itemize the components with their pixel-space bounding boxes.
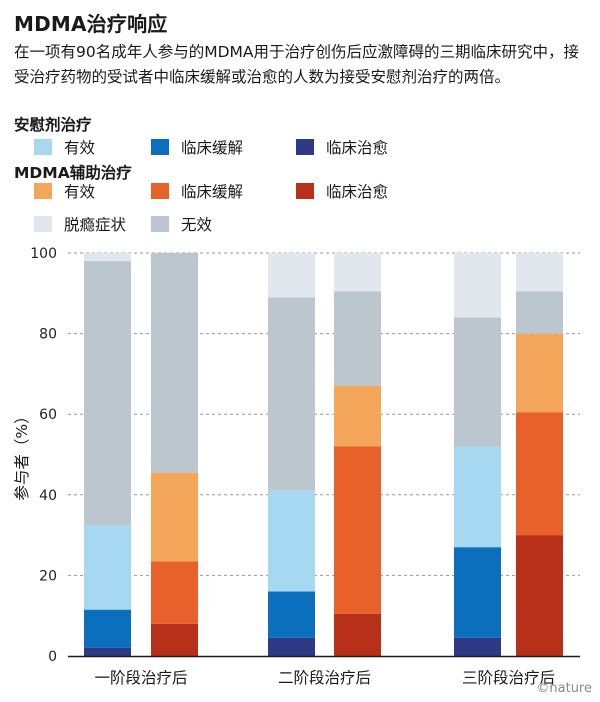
bar-segment xyxy=(268,490,315,592)
y-tick-label: 20 xyxy=(39,568,57,584)
bar-segment xyxy=(268,297,315,491)
bar-segment xyxy=(454,317,501,447)
placebo-legend-item: 有效 xyxy=(34,137,95,157)
legend-label: 临床缓解 xyxy=(181,139,244,157)
legend-swatch xyxy=(34,216,52,232)
common-legend-item: 无效 xyxy=(151,214,212,234)
bar-segment xyxy=(334,291,381,386)
y-tick-label: 40 xyxy=(39,488,57,504)
legend-swatch xyxy=(151,183,169,199)
x-category-label: 二阶段治疗后 xyxy=(278,669,371,687)
bar-segment xyxy=(454,637,501,656)
legend-label: 临床治愈 xyxy=(326,139,389,157)
mdma-legend-item: 有效 xyxy=(34,181,95,201)
y-tick-label: 100 xyxy=(30,246,57,262)
chart-subtitle: 在一项有90名成年人参与的MDMA用于治疗创伤后应激障碍的三期临床研究中，接受治… xyxy=(14,43,580,86)
legend-label: 无效 xyxy=(181,216,213,234)
legend-swatch xyxy=(151,216,169,232)
bar-segment xyxy=(454,547,501,638)
legend-label: 临床治愈 xyxy=(326,183,389,201)
legend-swatch xyxy=(296,139,314,155)
bar-segment xyxy=(334,385,381,447)
bar-segment xyxy=(151,623,198,656)
common-legend-item: 脱瘾症状 xyxy=(34,214,126,234)
bar-segment xyxy=(84,525,131,610)
legend-label: 有效 xyxy=(64,139,96,157)
legend-swatch xyxy=(34,183,52,199)
y-axis-label: 参与者（%） xyxy=(13,408,31,500)
bar-segment xyxy=(334,446,381,614)
bar-segment xyxy=(268,591,315,638)
mdma-legend-item: 临床缓解 xyxy=(151,181,243,201)
legend-title-mdma: MDMA辅助治疗 xyxy=(14,164,132,182)
placebo-legend-item: 临床治愈 xyxy=(296,137,388,157)
legend-label: 有效 xyxy=(64,183,96,201)
x-category-label: 一阶段治疗后 xyxy=(94,669,187,687)
mdma-legend-item: 临床治愈 xyxy=(296,181,388,201)
bar-segment xyxy=(334,253,381,292)
legend-label: 临床缓解 xyxy=(181,183,244,201)
y-tick-label: 80 xyxy=(39,327,57,343)
nature-credit: ©nature xyxy=(536,681,592,696)
chart-title: MDMA治疗响应 xyxy=(14,12,168,36)
legend-swatch xyxy=(151,139,169,155)
bar-segment xyxy=(84,647,131,656)
bar-segment xyxy=(454,253,501,318)
bar-segment xyxy=(516,333,563,413)
bar-segment xyxy=(84,261,131,526)
y-tick-label: 0 xyxy=(48,649,57,665)
bar-segment xyxy=(454,446,501,548)
bar-segment xyxy=(516,253,563,292)
bar-segment xyxy=(516,412,563,536)
bar-segment xyxy=(516,291,563,334)
bar-segment xyxy=(151,472,198,562)
placebo-legend-item: 临床缓解 xyxy=(151,137,243,157)
bar-segment xyxy=(151,253,198,473)
bar-segment xyxy=(268,637,315,656)
legend-swatch xyxy=(296,183,314,199)
x-category-label: 三阶段治疗后 xyxy=(462,669,555,687)
legend-swatch xyxy=(34,139,52,155)
legend-label: 脱瘾症状 xyxy=(64,216,127,234)
bar-segment xyxy=(84,609,131,648)
y-tick-label: 60 xyxy=(39,407,57,423)
bar-segment xyxy=(84,253,131,262)
bar-segment xyxy=(334,613,381,656)
bar-segment xyxy=(151,561,198,624)
bar-segment xyxy=(268,253,315,298)
bar-segment xyxy=(516,535,563,656)
legend-title-placebo: 安慰剂治疗 xyxy=(14,116,92,134)
